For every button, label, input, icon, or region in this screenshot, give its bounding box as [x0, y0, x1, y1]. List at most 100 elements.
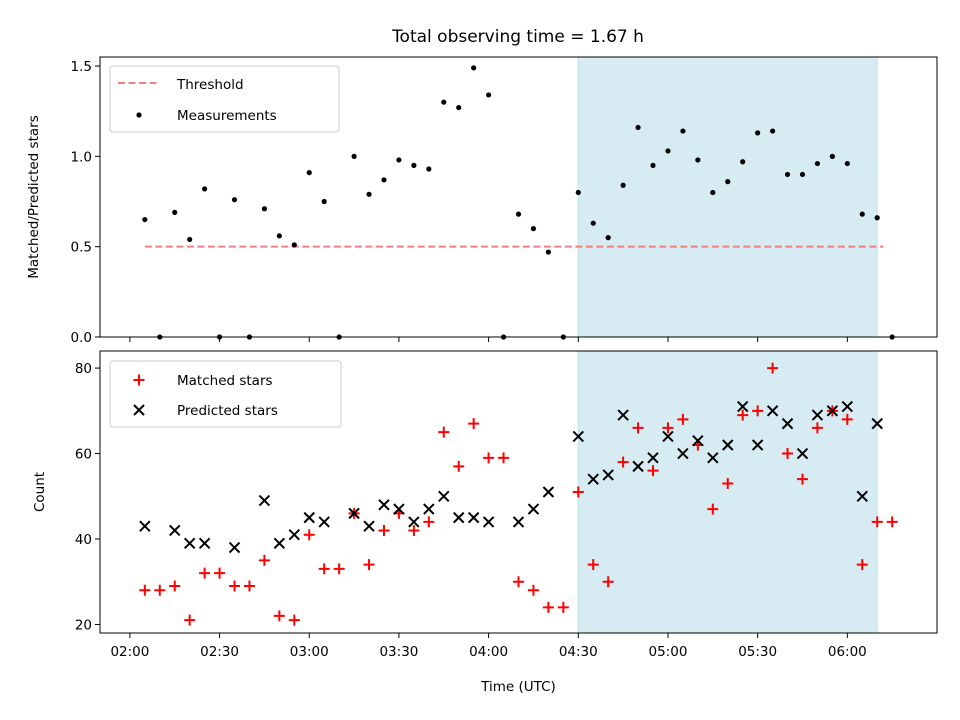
matched-star-point: [572, 486, 584, 498]
measurement-point: [710, 189, 716, 196]
measurement-point: [276, 233, 282, 239]
measurement-point: [187, 236, 193, 243]
measurement-point: [769, 128, 776, 134]
predicted-star-point: [438, 490, 450, 502]
measurement-point: [784, 171, 791, 178]
predicted-stars-points: [139, 400, 883, 554]
predicted-star-point: [722, 439, 734, 451]
predicted-star-point: [258, 494, 271, 507]
legend-predicted-swatch: [133, 404, 145, 416]
x-tick-label: 04:30: [559, 644, 598, 660]
predicted-star-point: [318, 516, 330, 528]
matched-star-point: [617, 456, 629, 468]
predicted-star-point: [408, 516, 420, 528]
top-legend-box: [109, 65, 340, 133]
top-y-ticks: 0.0 0.5 1.0 1.5: [71, 59, 100, 346]
matched-star-point: [527, 584, 539, 596]
measurement-point: [635, 124, 641, 131]
matched-star-point: [498, 452, 510, 464]
matched-star-point: [662, 422, 674, 434]
matched-star-point: [513, 576, 524, 588]
predicted-star-point: [781, 417, 794, 430]
matched-star-point: [214, 567, 226, 579]
matched-star-point: [856, 559, 868, 571]
predicted-star-point: [796, 447, 809, 460]
bottom-shaded-span: [577, 350, 878, 634]
predicted-star-point: [602, 469, 614, 481]
measurement-point: [859, 211, 865, 217]
x-tick-label: 05:30: [738, 644, 777, 660]
matched-star-point: [258, 554, 270, 566]
measurement-point: [471, 65, 477, 71]
measurement-point: [530, 226, 537, 232]
legend-threshold-label: Threshold: [176, 77, 244, 93]
measurement-point: [291, 242, 297, 248]
matched-star-point: [871, 516, 883, 528]
matched-star-point: [632, 422, 644, 434]
measurement-point: [321, 198, 327, 205]
predicted-star-point: [542, 486, 555, 498]
measurement-point: [650, 162, 656, 168]
predicted-star-point: [467, 511, 480, 524]
predicted-star-point: [632, 460, 644, 473]
top-legend: Threshold Measurements: [109, 65, 340, 133]
predicted-star-point: [169, 524, 181, 537]
predicted-star-point: [856, 490, 868, 502]
predicted-star-point: [662, 430, 674, 443]
x-tick-label: 02:30: [200, 644, 239, 660]
predicted-star-point: [198, 537, 211, 549]
predicted-star-point: [751, 439, 764, 451]
bottom-y-axis-label: Count: [32, 472, 48, 512]
bottom-y-tick-label: 60: [75, 447, 92, 463]
measurement-point: [874, 215, 880, 221]
measurement-point: [605, 235, 611, 241]
x-tick-label: 06:00: [828, 644, 867, 660]
measurement-point: [515, 211, 522, 217]
predicted-star-point: [766, 405, 779, 417]
measurement-point: [740, 159, 746, 165]
measurement-point: [306, 170, 312, 176]
matched-star-point: [677, 413, 689, 425]
predicted-star-point: [826, 405, 839, 417]
measurement-point: [680, 128, 686, 134]
matched-star-point: [288, 614, 300, 626]
matched-star-point: [169, 580, 181, 592]
matched-star-point: [811, 422, 823, 434]
predicted-star-point: [348, 507, 360, 520]
top-y-tick-label: 1.5: [71, 59, 92, 75]
predicted-star-point: [482, 516, 495, 528]
top-shaded-span: [577, 56, 878, 338]
top-x-ticks: [129, 337, 848, 342]
legend-predicted-label: Predicted stars: [177, 403, 278, 419]
measurement-point: [202, 186, 208, 192]
matched-star-point: [752, 405, 764, 417]
legend-x-marker: [133, 404, 145, 416]
matched-star-point: [438, 426, 450, 438]
x-axis-label: Time (UTC): [480, 679, 556, 695]
matched-star-point: [154, 584, 166, 596]
bottom-y-tick-label: 40: [75, 532, 92, 548]
measurement-point: [755, 130, 761, 136]
measurement-point: [142, 216, 148, 223]
measurement-point: [829, 153, 835, 159]
bottom-legend-box: [109, 360, 342, 428]
predicted-star-point: [303, 511, 315, 524]
matched-star-point: [796, 473, 808, 485]
matched-star-point: [841, 413, 853, 425]
matched-star-point: [363, 559, 375, 571]
bottom-x-ticks: 02:00 02:30 03:00 03:30 04:00 04:30 05:00 05:30…: [110, 633, 867, 660]
measurement-point: [261, 206, 268, 212]
top-y-axis-label: Matched/Predicted stars: [26, 115, 42, 278]
measurement-point: [799, 171, 806, 178]
bottom-y-tick-label: 80: [75, 361, 92, 377]
predicted-star-point: [736, 400, 749, 413]
measurement-point: [172, 209, 178, 215]
bottom-axes-frame: [99, 350, 938, 634]
predicted-star-point: [273, 537, 286, 549]
measurement-point: [695, 157, 701, 163]
predicted-star-point: [139, 520, 151, 532]
measurement-point: [426, 166, 432, 172]
matched-star-point: [199, 567, 211, 579]
matched-star-point: [602, 576, 614, 588]
